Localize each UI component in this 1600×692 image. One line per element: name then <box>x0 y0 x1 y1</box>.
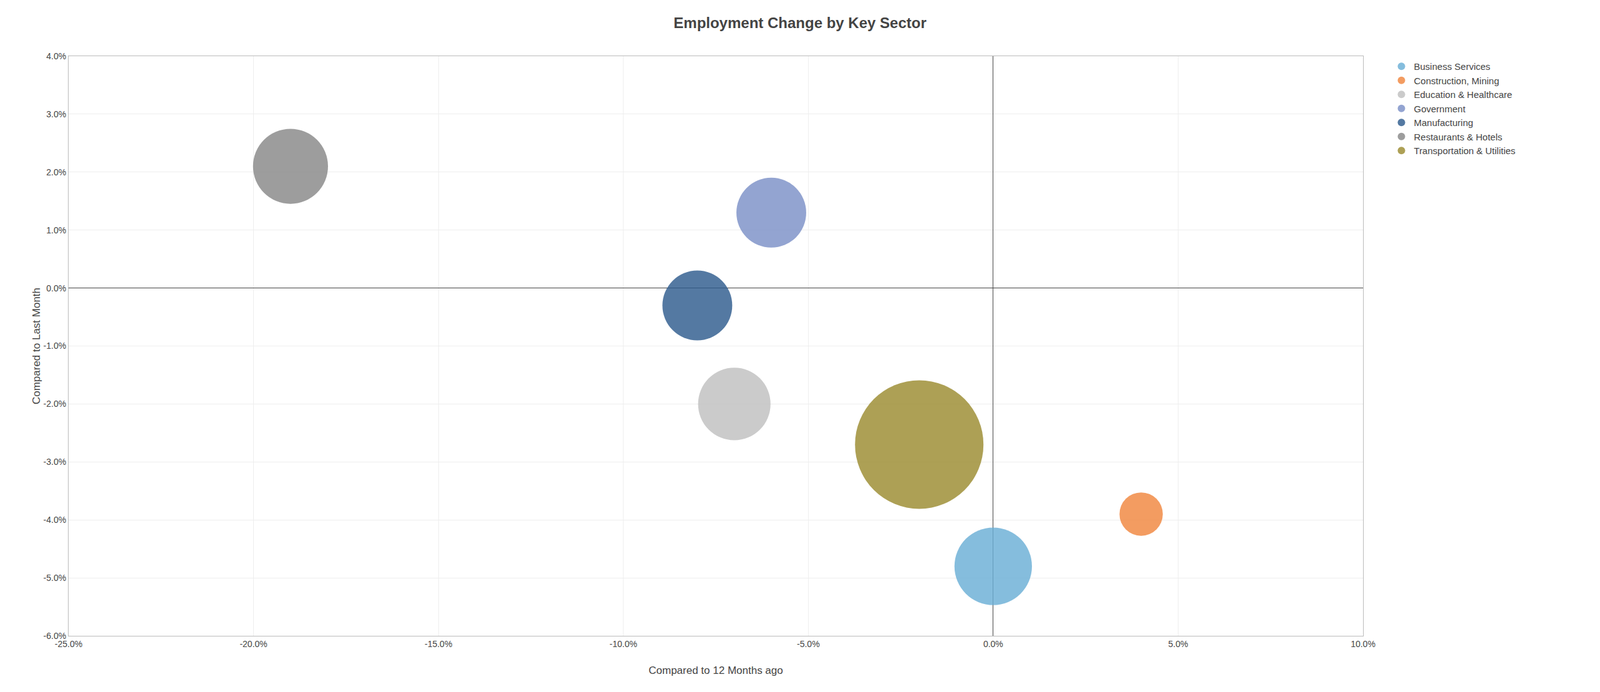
svg-text:0.0%: 0.0% <box>983 638 1004 649</box>
svg-text:Employment Change by Key Secto: Employment Change by Key Sector <box>673 14 926 32</box>
svg-text:-3.0%: -3.0% <box>43 456 67 467</box>
svg-text:-15.0%: -15.0% <box>424 638 453 649</box>
svg-text:Transportation & Utilities: Transportation & Utilities <box>1414 145 1516 156</box>
svg-text:Education & Healthcare: Education & Healthcare <box>1414 89 1513 100</box>
svg-text:Compared to Last Month: Compared to Last Month <box>30 287 43 405</box>
svg-text:Restaurants & Hotels: Restaurants & Hotels <box>1414 131 1503 143</box>
svg-text:5.0%: 5.0% <box>1167 638 1188 649</box>
svg-text:4.0%: 4.0% <box>46 51 67 62</box>
svg-text:-25.0%: -25.0% <box>54 638 83 649</box>
svg-text:1.0%: 1.0% <box>46 225 67 236</box>
svg-text:10.0%: 10.0% <box>1350 638 1376 649</box>
svg-text:-4.0%: -4.0% <box>43 514 67 525</box>
svg-text:-20.0%: -20.0% <box>239 638 267 649</box>
svg-text:-5.0%: -5.0% <box>43 572 67 583</box>
svg-text:-6.0%: -6.0% <box>43 630 67 641</box>
svg-text:Construction, Mining: Construction, Mining <box>1414 75 1500 87</box>
svg-text:0.0%: 0.0% <box>46 283 67 294</box>
svg-text:2.0%: 2.0% <box>46 167 67 178</box>
svg-text:-5.0%: -5.0% <box>796 638 820 649</box>
svg-text:3.0%: 3.0% <box>46 109 67 120</box>
svg-text:-1.0%: -1.0% <box>43 340 67 351</box>
svg-text:Compared to 12 Months ago: Compared to 12 Months ago <box>648 664 783 676</box>
svg-text:Government: Government <box>1414 103 1466 115</box>
svg-text:-2.0%: -2.0% <box>43 398 67 409</box>
svg-text:Manufacturing: Manufacturing <box>1414 117 1474 128</box>
svg-text:Business Services: Business Services <box>1414 61 1491 72</box>
svg-text:-10.0%: -10.0% <box>609 638 638 649</box>
